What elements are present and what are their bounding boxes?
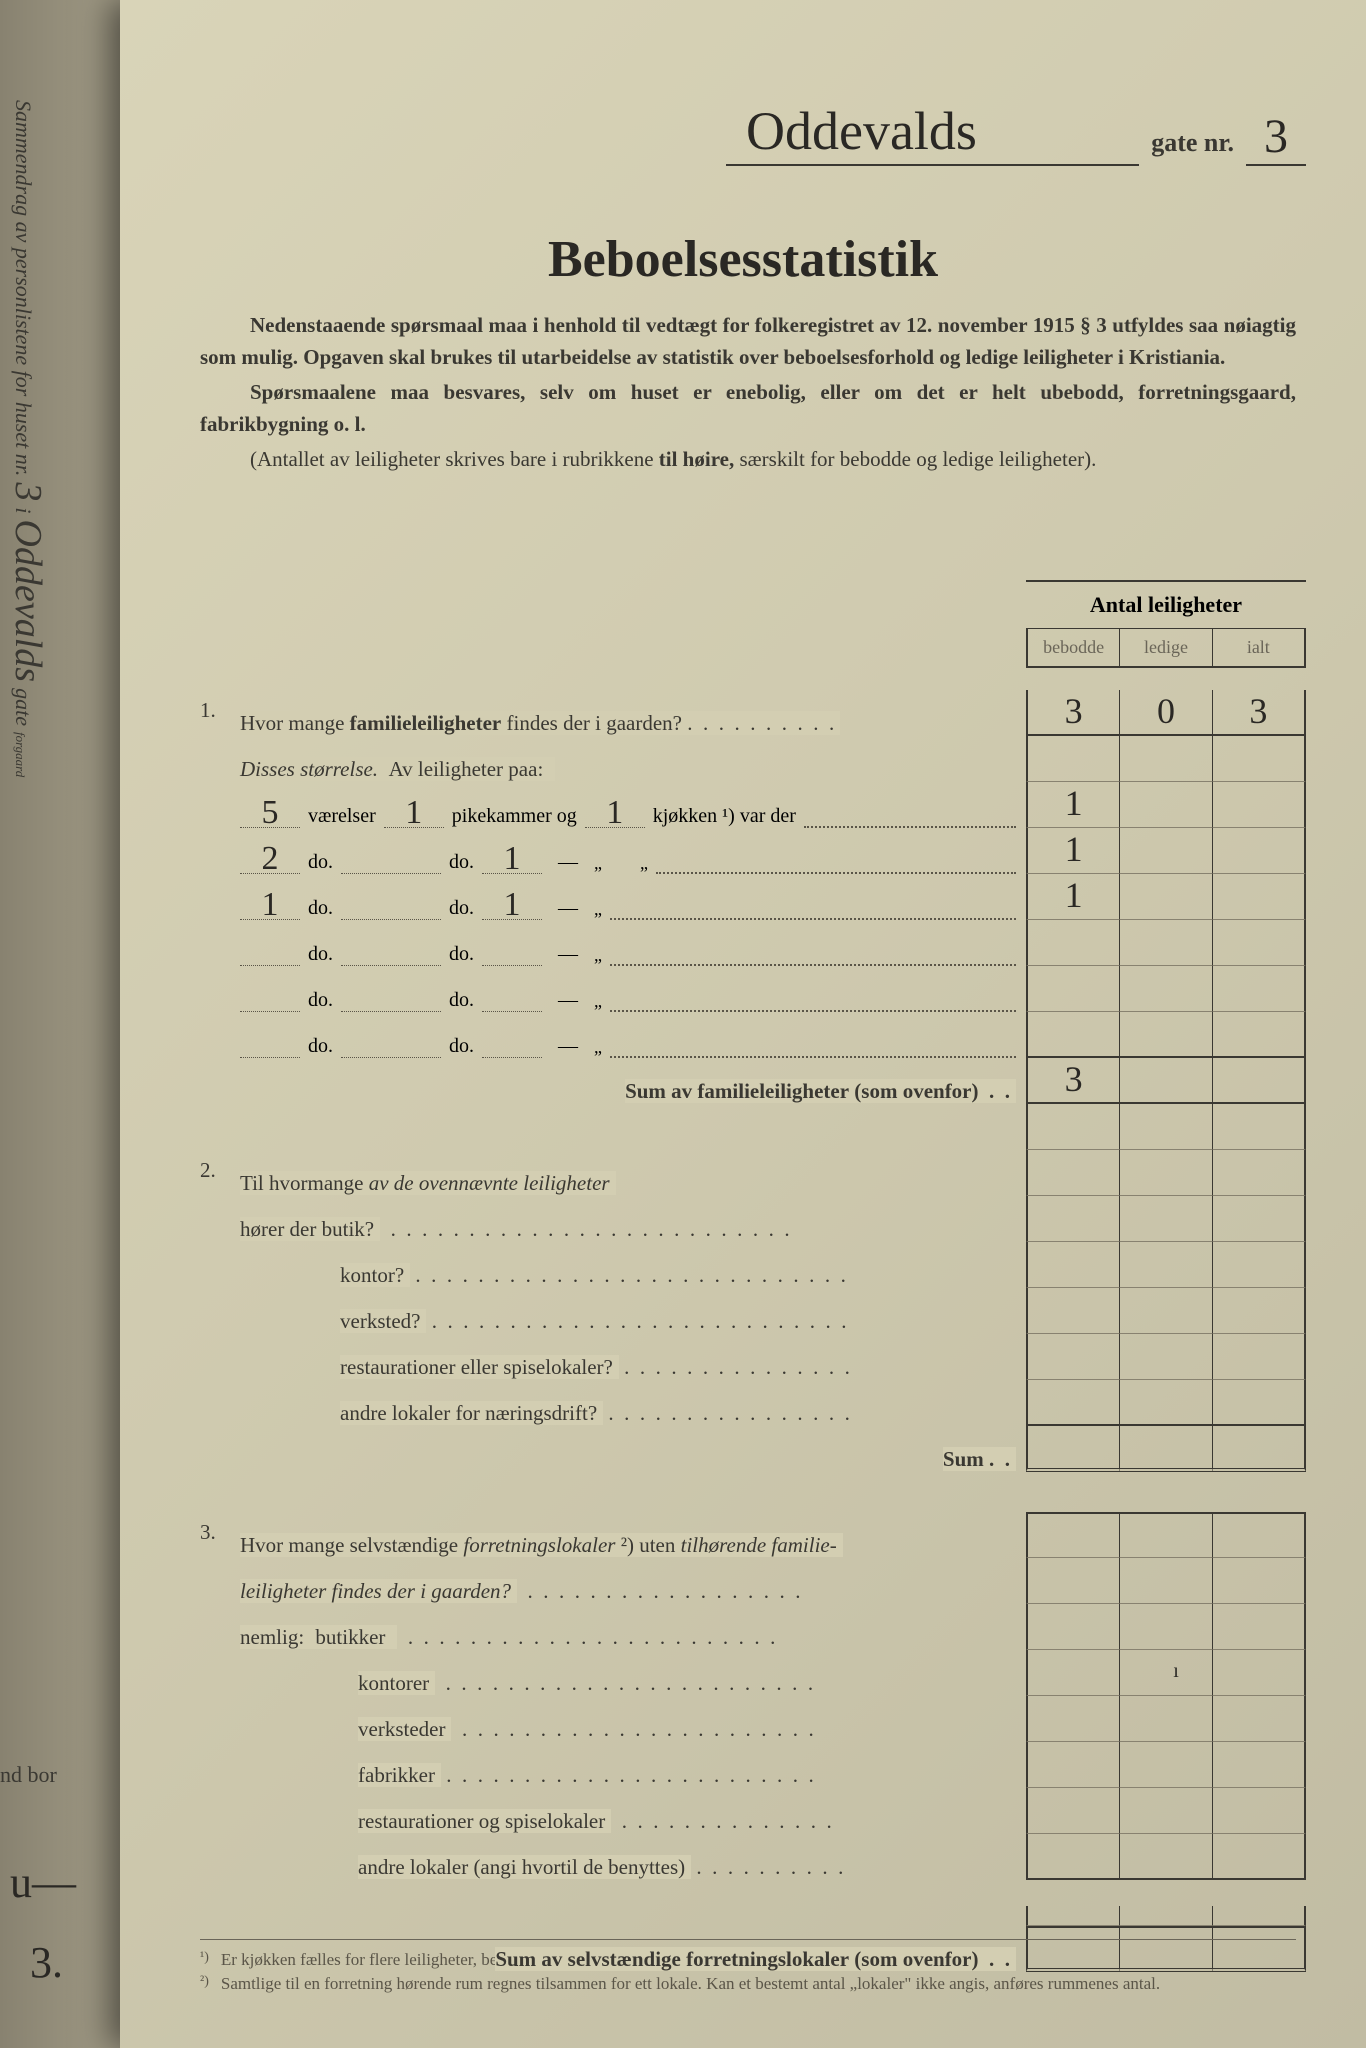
col-ialt: ialt	[1212, 629, 1306, 666]
margin-street: Oddevalds	[7, 520, 49, 683]
disses-label: Disses størrelse.	[240, 757, 378, 781]
r1-pike: 1	[384, 799, 444, 828]
margin-i: i	[11, 507, 36, 513]
q1-num: 1.	[200, 690, 240, 723]
page-title: Beboelsesstatistik	[120, 230, 1366, 289]
col-ledige: ledige	[1119, 629, 1211, 666]
r2-kjok: 1	[482, 845, 542, 874]
intro-block: Nedenstaaende spørsmaal maa i henhold ti…	[200, 310, 1296, 480]
room-row-4: do. do. — „	[200, 920, 1306, 966]
room-row-6: do. do. — „	[200, 1012, 1306, 1058]
r1-kjok: 1	[585, 799, 645, 828]
empty-cell	[1026, 736, 1119, 782]
room-row-2: 2 do. do. 1 — „ „ 1	[200, 828, 1306, 874]
gate-nr-label: gate nr.	[1151, 128, 1234, 166]
spacer-1	[200, 1104, 1306, 1150]
q1-cells: 3 0 3	[1026, 690, 1306, 736]
q3-item-0: nemlig: butikker . . . . . . . . . . . .…	[200, 1604, 1306, 1650]
left-margin: Sammendrag av personlistene for huset nr…	[0, 0, 120, 2048]
intro-p1: Nedenstaaende spørsmaal maa i henhold ti…	[200, 310, 1296, 373]
header-line: Oddevalds gate nr. 3	[726, 100, 1306, 166]
do-label: do.	[308, 851, 333, 874]
intro-note: (Antallet av leiligheter skrives bare i …	[200, 444, 1296, 476]
pike-label: pikekammer og	[452, 805, 577, 828]
footnote-2: ²) Samtlige til en forretning hørende ru…	[200, 1974, 1296, 1994]
q3-item-1: kontorer . . . . . . . . . . . . . . . .…	[200, 1650, 1306, 1696]
r1-vaer: 5	[240, 799, 300, 828]
r2-b: 1	[1026, 828, 1119, 874]
q2-item-0: hører der butik? . . . . . . . . . . . .…	[200, 1196, 1306, 1242]
room-row-5: do. do. — „	[200, 966, 1306, 1012]
street-name-field: Oddevalds	[726, 100, 1139, 166]
q1-bebodde: 3	[1026, 690, 1119, 736]
table-header: Antal leiligheter bebodde ledige ialt	[1026, 580, 1306, 668]
margin-forgaard: forgaard	[13, 732, 28, 777]
q1-text: Hvor mange familieleiligheter findes der…	[240, 711, 1026, 736]
q2-header: 2. Til hvormange av de ovennævnte leilig…	[200, 1150, 1306, 1196]
q1-row: 1. Hvor mange familieleiligheter findes …	[200, 690, 1306, 736]
q3-item-2: verksteder . . . . . . . . . . . . . . .…	[200, 1696, 1306, 1742]
q2-sum: Sum . .	[200, 1426, 1306, 1472]
document-page: Oddevalds gate nr. 3 Beboelsesstatistik …	[120, 0, 1366, 2048]
margin-print-1: Sammendrag av personlistene for huset nr…	[11, 100, 36, 476]
q2-item-4: andre lokaler for næringsdrift? . . . . …	[200, 1380, 1306, 1426]
r3-vaer: 1	[240, 891, 300, 920]
q1-ialt: 3	[1212, 690, 1306, 736]
kjok-label: kjøkken ¹) var der	[653, 805, 796, 828]
fn2-text: Samtlige til en forretning hørende rum r…	[221, 1974, 1160, 1994]
q3-header-1: 3. Hvor mange selvstændige forretningslo…	[200, 1512, 1306, 1558]
margin-house-nr: 3	[7, 482, 49, 501]
q1-sum-row: Sum av familieleiligheter (som ovenfor) …	[200, 1058, 1306, 1104]
table-header-title: Antal leiligheter	[1026, 580, 1306, 629]
r3-b: 1	[1026, 874, 1119, 920]
gate-nr-field: 3	[1246, 109, 1306, 166]
av-leil: Av leiligheter paa:	[389, 757, 550, 781]
r3-kjok: 1	[482, 891, 542, 920]
margin-handwriting: u—	[10, 1857, 76, 1908]
q3-header-2: leiligheter findes der i gaarden? . . . …	[200, 1558, 1306, 1604]
questions: 1. Hvor mange familieleiligheter findes …	[200, 690, 1306, 1972]
col-bebodde: bebodde	[1026, 629, 1119, 666]
r1-b: 1	[1026, 782, 1119, 828]
q1-sum-val: 3	[1026, 1058, 1119, 1104]
q3-item-3: fabrikker . . . . . . . . . . . . . . . …	[200, 1742, 1306, 1788]
margin-gate: gate	[11, 688, 36, 726]
q1-sum-label: Sum av familieleiligheter (som ovenfor) …	[240, 1079, 1026, 1104]
vaer-label: værelser	[308, 805, 376, 828]
r2-vaer: 2	[240, 845, 300, 874]
room-row-3: 1 do. do. 1 — „ 1	[200, 874, 1306, 920]
q1-disses: Disses størrelse. Av leiligheter paa:	[200, 736, 1306, 782]
q1-ledige: 0	[1119, 690, 1211, 736]
q3-item-5: andre lokaler (angi hvortil de benyttes)…	[200, 1834, 1306, 1880]
q2-num: 2.	[200, 1150, 240, 1183]
q2-item-3: restaurationer eller spiselokaler? . . .…	[200, 1334, 1306, 1380]
q3-num: 3.	[200, 1512, 240, 1545]
margin-num: 3.	[30, 1937, 63, 1988]
do-label-2: do.	[449, 851, 474, 874]
intro-p2: Spørsmaalene maa besvares, selv om huset…	[200, 377, 1296, 440]
q2-item-1: kontor? . . . . . . . . . . . . . . . . …	[200, 1242, 1306, 1288]
table-header-cols: bebodde ledige ialt	[1026, 629, 1306, 668]
margin-vertical-text: Sammendrag av personlistene for huset nr…	[6, 100, 50, 1300]
q2-item-2: verksted? . . . . . . . . . . . . . . . …	[200, 1288, 1306, 1334]
room-row-1: 5 værelser 1 pikekammer og 1 kjøkken ¹) …	[200, 782, 1306, 828]
margin-nd-bor: nd bor	[0, 1762, 57, 1788]
q3-item-4: restaurationer og spiselokaler . . . . .…	[200, 1788, 1306, 1834]
